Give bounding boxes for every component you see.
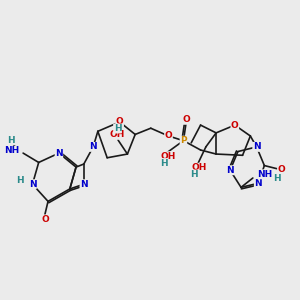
- Text: H: H: [273, 173, 280, 182]
- Text: OH: OH: [160, 152, 176, 161]
- Text: O: O: [278, 165, 285, 174]
- Text: N: N: [254, 179, 262, 188]
- Text: NH: NH: [257, 170, 272, 179]
- Text: O: O: [116, 118, 124, 127]
- Text: P: P: [180, 136, 187, 145]
- Text: N: N: [253, 142, 260, 152]
- Text: H: H: [190, 170, 198, 179]
- Text: H: H: [160, 159, 168, 168]
- Text: N: N: [55, 148, 63, 158]
- Text: OH: OH: [191, 163, 207, 172]
- Text: N: N: [80, 180, 88, 189]
- Text: N: N: [226, 166, 234, 175]
- Text: O: O: [183, 115, 190, 124]
- Text: O: O: [165, 131, 172, 140]
- Text: H: H: [114, 124, 121, 133]
- Text: N: N: [28, 180, 36, 189]
- Text: H: H: [8, 136, 15, 145]
- Text: O: O: [231, 121, 239, 130]
- Text: N: N: [89, 142, 97, 152]
- Text: NH: NH: [4, 146, 20, 155]
- Text: O: O: [41, 215, 49, 224]
- Text: OH: OH: [110, 130, 125, 139]
- Text: H: H: [16, 176, 24, 185]
